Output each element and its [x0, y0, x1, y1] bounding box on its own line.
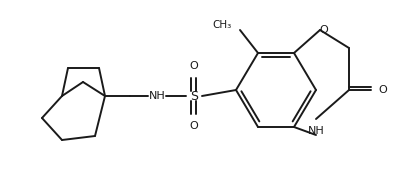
Text: CH₃: CH₃: [213, 20, 232, 30]
Text: O: O: [190, 61, 198, 71]
Text: NH: NH: [149, 91, 165, 101]
Text: O: O: [379, 85, 387, 95]
Text: S: S: [190, 89, 198, 102]
Text: O: O: [320, 25, 328, 35]
Text: NH: NH: [308, 126, 324, 136]
Text: O: O: [190, 121, 198, 131]
